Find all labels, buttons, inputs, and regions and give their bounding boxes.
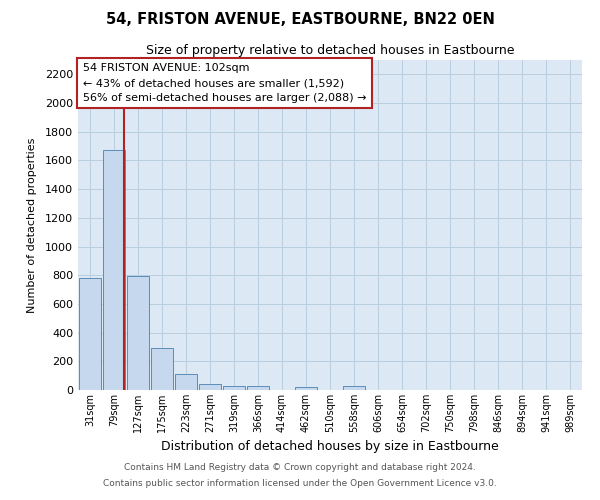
- X-axis label: Distribution of detached houses by size in Eastbourne: Distribution of detached houses by size …: [161, 440, 499, 454]
- Bar: [79, 278, 101, 390]
- Y-axis label: Number of detached properties: Number of detached properties: [26, 138, 37, 312]
- Text: Contains HM Land Registry data © Crown copyright and database right 2024.: Contains HM Land Registry data © Crown c…: [124, 464, 476, 472]
- Bar: [127, 276, 149, 390]
- Bar: [175, 374, 197, 390]
- Title: Size of property relative to detached houses in Eastbourne: Size of property relative to detached ho…: [146, 44, 514, 58]
- Bar: [151, 348, 173, 390]
- Text: 54 FRISTON AVENUE: 102sqm
← 43% of detached houses are smaller (1,592)
56% of se: 54 FRISTON AVENUE: 102sqm ← 43% of detac…: [83, 64, 367, 103]
- Bar: [223, 386, 245, 390]
- Text: 54, FRISTON AVENUE, EASTBOURNE, BN22 0EN: 54, FRISTON AVENUE, EASTBOURNE, BN22 0EN: [106, 12, 494, 28]
- Text: Contains public sector information licensed under the Open Government Licence v3: Contains public sector information licen…: [103, 478, 497, 488]
- Bar: [103, 150, 125, 390]
- Bar: [199, 384, 221, 390]
- Bar: [247, 386, 269, 390]
- Bar: [295, 388, 317, 390]
- Bar: [343, 386, 365, 390]
